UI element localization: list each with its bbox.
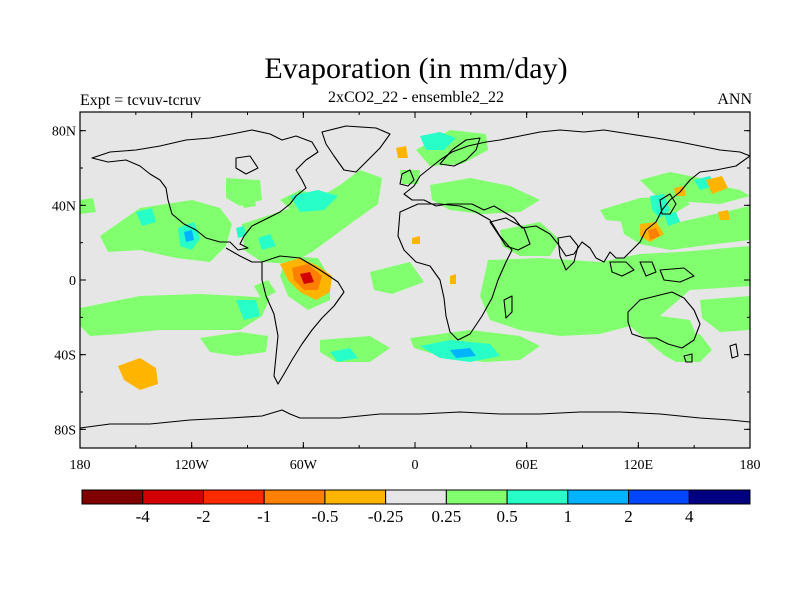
colorbar-label: -0.5: [311, 507, 338, 526]
colorbar-swatch: [445, 489, 508, 505]
colorbar-label: 1: [564, 507, 573, 526]
latitude-axis: 80N 40N 0 40S 80S: [52, 125, 750, 438]
colorbar-swatch: [567, 489, 630, 505]
colorbar-label: -4: [136, 507, 151, 526]
lat-tick-label: 80N: [52, 125, 76, 140]
colorbar-swatch: [688, 489, 751, 505]
lat-tick-label: 0: [69, 274, 76, 289]
colorbar-swatch: [142, 489, 204, 505]
experiment-label: Expt = tcvuv-tcruv: [80, 92, 201, 109]
colorbar: -4 -2 -1 -0.5 -0.25 0.25 0.5 1 2 4: [81, 489, 751, 526]
colorbar-label: 2: [624, 507, 633, 526]
lon-tick-label: 60W: [290, 458, 318, 473]
lon-tick-label: 0: [412, 458, 419, 473]
coastlines: [80, 125, 750, 429]
plot-subtitle: 2xCO2_22 - ensemble2_22: [328, 89, 504, 106]
evaporation-increase-light: [80, 130, 750, 362]
colorbar-label: 0.5: [496, 507, 517, 526]
colorbar-swatch: [263, 489, 326, 505]
colorbar-swatch: [81, 489, 144, 505]
lat-tick-label: 40N: [52, 199, 76, 214]
lon-tick-label: 120E: [624, 458, 654, 473]
colorbar-label: -1: [257, 507, 271, 526]
evaporation-decrease-strong: [300, 272, 314, 284]
colorbar-swatch: [385, 489, 447, 505]
season-label: ANN: [717, 91, 752, 108]
evaporation-increase-strong: [184, 230, 476, 358]
colorbar-label: 0.25: [431, 507, 461, 526]
lon-tick-label: 180: [740, 458, 761, 473]
colorbar-label: -0.25: [368, 507, 403, 526]
colorbar-swatch: [506, 489, 569, 505]
colorbar-swatch: [202, 489, 265, 505]
colorbar-swatch: [628, 489, 690, 505]
colorbar-swatch: [324, 489, 387, 505]
lon-tick-label: 180: [70, 458, 91, 473]
plot-title: Evaporation (in mm/day): [264, 52, 568, 85]
lon-tick-label: 120W: [175, 458, 210, 473]
lat-tick-label: 40S: [54, 349, 76, 364]
lat-tick-label: 80S: [54, 423, 76, 438]
colorbar-label: -2: [196, 507, 210, 526]
longitude-axis: 180 120W 60W 0 60E 120E 180: [70, 112, 761, 473]
lon-tick-label: 60E: [515, 458, 538, 473]
anomaly-fields: [80, 130, 750, 390]
colorbar-label: 4: [685, 507, 694, 526]
